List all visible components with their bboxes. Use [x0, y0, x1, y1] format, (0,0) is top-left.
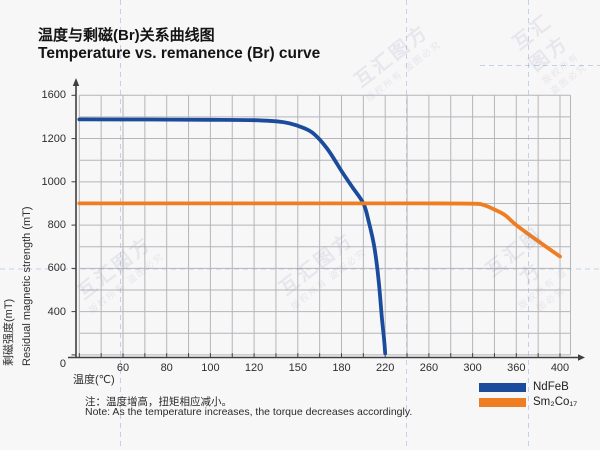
x-axis-arrow: [578, 354, 585, 361]
x-tick-label: 120: [244, 362, 264, 374]
chart-title-en: Temperature vs. remanence (Br) curve: [38, 45, 321, 62]
note-zh: 注：温度增高，扭矩相应减小。: [85, 396, 232, 408]
legend-label-sm2co17: Sm₂Co₁₇: [533, 396, 578, 408]
legend: NdFeB Sm₂Co₁₇: [479, 380, 577, 410]
x-tick-label: 360: [507, 362, 526, 374]
note-en: Note: As the temperature increases, the …: [85, 406, 413, 418]
origin-tick-label: 0: [59, 358, 66, 370]
x-tick-label: 260: [419, 362, 439, 374]
y-axis-title-zh: 剩磁强度(mT): [3, 298, 15, 366]
y-tick-label: 800: [47, 219, 66, 232]
x-tick-label: 100: [201, 362, 220, 374]
x-tick-label: 300: [463, 362, 482, 374]
y-tick-label: 1600: [41, 89, 66, 102]
series-curve-ndfeb: [77, 117, 388, 356]
y-tick-label: 600: [47, 262, 66, 275]
y-tick-label: 400: [47, 305, 66, 318]
x-tick-label: 400: [550, 362, 570, 374]
x-axis-title: 温度(℃): [73, 374, 115, 386]
legend-swatch-ndfeb: [479, 382, 526, 392]
x-tick-label: 60: [116, 362, 130, 374]
y-tick-label: 1200: [41, 132, 66, 145]
x-tick-label: 220: [376, 362, 395, 374]
legend-label-ndfeb: NdFeB: [533, 381, 569, 393]
x-tick-label: 150: [288, 362, 307, 374]
series-curve-smco: [77, 201, 562, 259]
legend-swatch-sm2co17: [479, 397, 526, 407]
x-tick-label: 180: [332, 362, 351, 374]
x-tick-label: 80: [160, 362, 173, 374]
legend-item-sm2co17: Sm₂Co₁₇: [479, 395, 577, 409]
legend-item-ndfeb: NdFeB: [479, 380, 577, 394]
chart-title-zh: 温度与剩磁(Br)关系曲线图: [38, 27, 215, 44]
y-axis-arrow: [72, 78, 80, 86]
y-tick-label: 1000: [41, 175, 66, 188]
